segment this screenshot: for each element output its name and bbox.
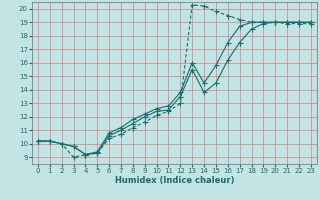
X-axis label: Humidex (Indice chaleur): Humidex (Indice chaleur) <box>115 176 234 185</box>
